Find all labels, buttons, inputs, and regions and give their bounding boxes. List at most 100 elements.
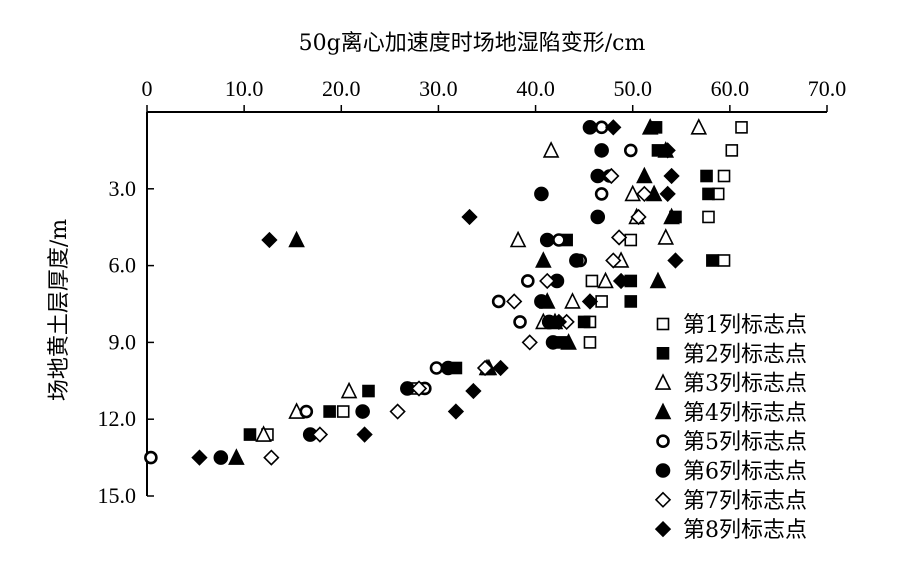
data-point [440,360,456,376]
data-point [356,426,373,443]
data-point [624,184,642,202]
legend-label: 第3列标志点 [683,372,807,397]
data-point [630,208,647,226]
data-point [288,230,305,248]
data-point [659,185,676,203]
legend-label: 第5列标志点 [683,430,807,455]
data-point [545,335,561,350]
legend: 第1列标志点第2列标志点第3列标志点第4列标志点第5列标志点第6列标志点第7列标… [654,313,807,543]
y-tick-label: 15.0 [98,483,137,508]
data-point [581,293,599,310]
data-point [597,271,614,289]
data-point [583,336,597,349]
legend-label: 第7列标志点 [683,489,807,514]
data-point [539,232,555,248]
data-points [144,118,748,466]
data-point [623,143,638,158]
x-tick-label: 70.0 [808,76,847,101]
legend-item: 第5列标志点 [656,430,807,455]
legend-marker [654,491,672,508]
legend-item: 第2列标志点 [656,342,807,367]
data-point [663,207,680,225]
legend-marker [654,373,672,390]
data-point [323,405,336,418]
data-point [447,403,465,420]
data-point [560,333,577,350]
data-point [582,120,598,135]
data-point [659,142,676,159]
data-point [311,426,329,443]
y-axis-label: 场地黄土层厚度/m [47,219,72,401]
legend-item: 第4列标志点 [654,401,807,426]
series-8 [191,119,684,466]
data-point [389,403,406,420]
data-point [636,166,653,184]
series-7 [263,167,653,466]
series-3 [255,118,708,442]
series-4 [228,118,680,465]
data-point [706,254,719,267]
x-tick-label: 20.0 [322,76,361,101]
x-tick-label: 60.0 [711,76,750,101]
data-point [542,141,560,158]
data-point [717,254,731,267]
legend-label: 第8列标志点 [683,518,807,543]
data-point [144,450,158,465]
data-point [605,252,622,269]
data-point [624,295,638,308]
data-point [610,229,628,246]
legend-label: 第2列标志点 [683,342,807,367]
data-point [506,293,523,310]
x-tick-label: 30.0 [419,76,458,101]
data-point [550,313,568,331]
data-point [340,381,358,399]
data-point [717,169,731,183]
data-point [702,187,715,201]
data-point [461,208,478,226]
data-point [735,121,748,134]
legend-marker [656,346,670,360]
legend-item: 第1列标志点 [656,313,807,338]
data-point [612,272,630,290]
data-point [641,118,659,135]
data-point [263,449,280,466]
data-point [213,450,229,465]
y-tick-label: 3.0 [109,176,137,201]
data-point [513,315,527,329]
x-tick-label: 40.0 [516,76,555,101]
data-point [690,118,708,135]
data-point [362,384,375,398]
data-point [243,428,257,441]
series-2 [243,121,719,441]
data-point [657,228,675,245]
legend-item: 第3列标志点 [654,372,807,397]
x-axis-ticks: 0 10.0 20.0 30.0 40.0 50.0 60.0 70.0 [142,76,847,112]
data-point [590,209,606,225]
data-point [410,380,428,397]
data-point [539,272,556,290]
axes [146,111,827,496]
legend-marker [656,434,670,449]
data-point [725,144,739,157]
data-point [569,253,584,268]
data-point [520,274,535,288]
data-point [534,186,549,202]
series-1 [261,121,748,441]
legend-marker [655,463,671,478]
data-point [603,167,620,185]
data-point [299,404,314,419]
data-point [636,185,653,203]
data-point [535,251,552,268]
data-point [492,359,509,377]
data-point [594,143,609,158]
y-tick-label: 9.0 [109,329,137,354]
data-point [491,294,506,309]
data-point [585,274,599,288]
data-point [667,252,684,269]
data-point [590,168,606,184]
data-point [700,169,713,183]
legend-item: 第6列标志点 [655,460,807,485]
legend-label: 第1列标志点 [683,313,807,338]
data-point [594,187,609,201]
